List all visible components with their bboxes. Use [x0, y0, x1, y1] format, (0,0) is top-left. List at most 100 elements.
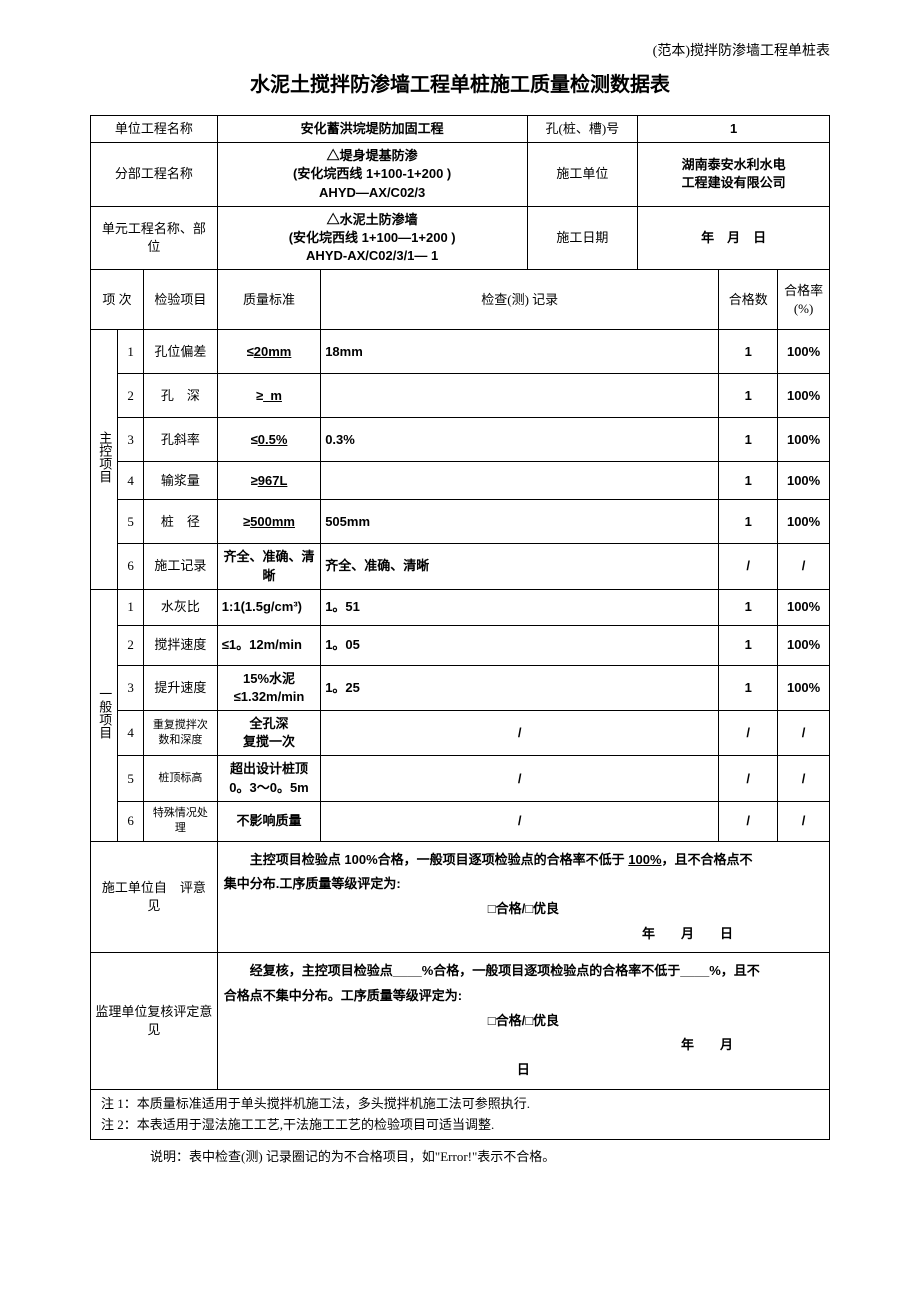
table-row: 2 搅拌速度 ≤1。12m/min 1。05 1 100% [91, 625, 830, 665]
cell: 2 [118, 625, 144, 665]
group-label: 主控项目 [91, 330, 118, 589]
cell: 5 [118, 500, 144, 544]
cell: ≥_m [217, 374, 320, 418]
cell: 100% [778, 500, 830, 544]
cell: 1 [719, 665, 778, 710]
col-header: 项 次 [91, 270, 144, 330]
cell-label: 分部工程名称 [91, 143, 218, 207]
cell-value: 年 月 日 [638, 206, 830, 270]
table-row: 分部工程名称 △堤身堤基防渗 (安化垸西线 1+100-1+200 ) AHYD… [91, 143, 830, 207]
cell: 全孔深复搅一次 [217, 711, 320, 756]
col-header: 质量标准 [217, 270, 320, 330]
cell: 孔 深 [144, 374, 218, 418]
cell: / [778, 544, 830, 589]
table-row: 5 桩顶标高 超出设计桩顶0。3～0。5m / / / [91, 756, 830, 801]
col-header: 检查(测) 记录 [321, 270, 719, 330]
cell: 1 [719, 330, 778, 374]
cell-label: 监理单位复核评定意 见 [91, 953, 218, 1089]
cell-label: 施工单位 [527, 143, 638, 207]
cell: / [321, 756, 719, 801]
cell: 100% [778, 462, 830, 500]
cell: 3 [118, 418, 144, 462]
cell: 505mm [321, 500, 719, 544]
cell-label: 单位工程名称 [91, 116, 218, 143]
cell: ≤1。12m/min [217, 625, 320, 665]
cell: 1 [719, 589, 778, 625]
cell: 6 [118, 544, 144, 589]
cell: 孔位偏差 [144, 330, 218, 374]
table-row: 6 施工记录 齐全、准确、清晰 齐全、准确、清晰 / / [91, 544, 830, 589]
cell: 2 [118, 374, 144, 418]
cell: 提升速度 [144, 665, 218, 710]
cell: / [719, 801, 778, 841]
table-row: 一般项目 1 水灰比 1:1(1.5g/cm³) 1。51 1 100% [91, 589, 830, 625]
table-row: 3 孔斜率 ≤0.5% 0.3% 1 100% [91, 418, 830, 462]
cell: 水灰比 [144, 589, 218, 625]
cell: 5 [118, 756, 144, 801]
table-row: 项 次 检验项目 质量标准 检查(测) 记录 合格数 合格率(%) [91, 270, 830, 330]
cell: 搅拌速度 [144, 625, 218, 665]
cell: 超出设计桩顶0。3～0。5m [217, 756, 320, 801]
cell [321, 462, 719, 500]
cell: ≤0.5% [217, 418, 320, 462]
cell-label: 单元工程名称、部 位 [91, 206, 218, 270]
table-row: 注 1：本质量标准适用于单头搅拌机施工法，多头搅拌机施工法可参照执行. 注 2：… [91, 1089, 830, 1140]
cell-value: 1 [638, 116, 830, 143]
cell: 100% [778, 665, 830, 710]
cell: 1 [118, 330, 144, 374]
cell-value: 经复核，主控项目检验点____%合格，一般项目逐项检验点的合格率不低于____%… [217, 953, 829, 1089]
cell: 施工记录 [144, 544, 218, 589]
group-label: 一般项目 [91, 589, 118, 841]
cell: 不影响质量 [217, 801, 320, 841]
cell: / [719, 756, 778, 801]
cell-value: 安化蓄洪垸堤防加固工程 [217, 116, 527, 143]
cell-value: △水泥土防渗墙 (安化垸西线 1+100—1+200 ) AHYD-AX/C02… [217, 206, 527, 270]
table-row: 2 孔 深 ≥_m 1 100% [91, 374, 830, 418]
cell: 1。51 [321, 589, 719, 625]
cell: / [778, 801, 830, 841]
table-row: 主控项目 1 孔位偏差 ≤20mm 18mm 1 100% [91, 330, 830, 374]
cell: / [778, 756, 830, 801]
table-row: 单位工程名称 安化蓄洪垸堤防加固工程 孔(桩、槽)号 1 [91, 116, 830, 143]
cell-label: 施工日期 [527, 206, 638, 270]
cell: 桩 径 [144, 500, 218, 544]
cell: / [719, 711, 778, 756]
cell: 0.3% [321, 418, 719, 462]
cell-label: 施工单位自 评意 见 [91, 841, 218, 953]
cell: 孔斜率 [144, 418, 218, 462]
cell: 齐全、准确、清晰 [217, 544, 320, 589]
cell: 1 [719, 625, 778, 665]
table-row: 5 桩 径 ≥500mm 505mm 1 100% [91, 500, 830, 544]
cell: 1 [719, 418, 778, 462]
col-header: 合格率(%) [778, 270, 830, 330]
cell: 4 [118, 462, 144, 500]
cell: 1。05 [321, 625, 719, 665]
doc-title: 水泥土搅拌防渗墙工程单桩施工质量检测数据表 [90, 68, 830, 97]
cell: 100% [778, 330, 830, 374]
data-table: 单位工程名称 安化蓄洪垸堤防加固工程 孔(桩、槽)号 1 分部工程名称 △堤身堤… [90, 115, 830, 1140]
table-row: 4 重复搅拌次数和深度 全孔深复搅一次 / / / [91, 711, 830, 756]
col-header: 合格数 [719, 270, 778, 330]
cell: 特殊情况处 理 [144, 801, 218, 841]
cell: 1。25 [321, 665, 719, 710]
cell: 6 [118, 801, 144, 841]
notes-cell: 注 1：本质量标准适用于单头搅拌机施工法，多头搅拌机施工法可参照执行. 注 2：… [91, 1089, 830, 1140]
table-row: 施工单位自 评意 见 主控项目检验点 100%合格，一般项目逐项检验点的合格率不… [91, 841, 830, 953]
cell: ≤20mm [217, 330, 320, 374]
cell: 1 [719, 374, 778, 418]
cell: / [719, 544, 778, 589]
col-header: 检验项目 [144, 270, 218, 330]
cell: 1 [118, 589, 144, 625]
cell: 输浆量 [144, 462, 218, 500]
table-row: 4 输浆量 ≥967L 1 100% [91, 462, 830, 500]
cell-value: △堤身堤基防渗 (安化垸西线 1+100-1+200 ) AHYD—AX/C02… [217, 143, 527, 207]
cell: 4 [118, 711, 144, 756]
cell: 100% [778, 418, 830, 462]
cell: 1 [719, 462, 778, 500]
cell: / [321, 711, 719, 756]
cell: 齐全、准确、清晰 [321, 544, 719, 589]
cell: 3 [118, 665, 144, 710]
cell: 18mm [321, 330, 719, 374]
cell-value: 湖南泰安水利水电 工程建设有限公司 [638, 143, 830, 207]
cell: 15%水泥≤1.32m/min [217, 665, 320, 710]
